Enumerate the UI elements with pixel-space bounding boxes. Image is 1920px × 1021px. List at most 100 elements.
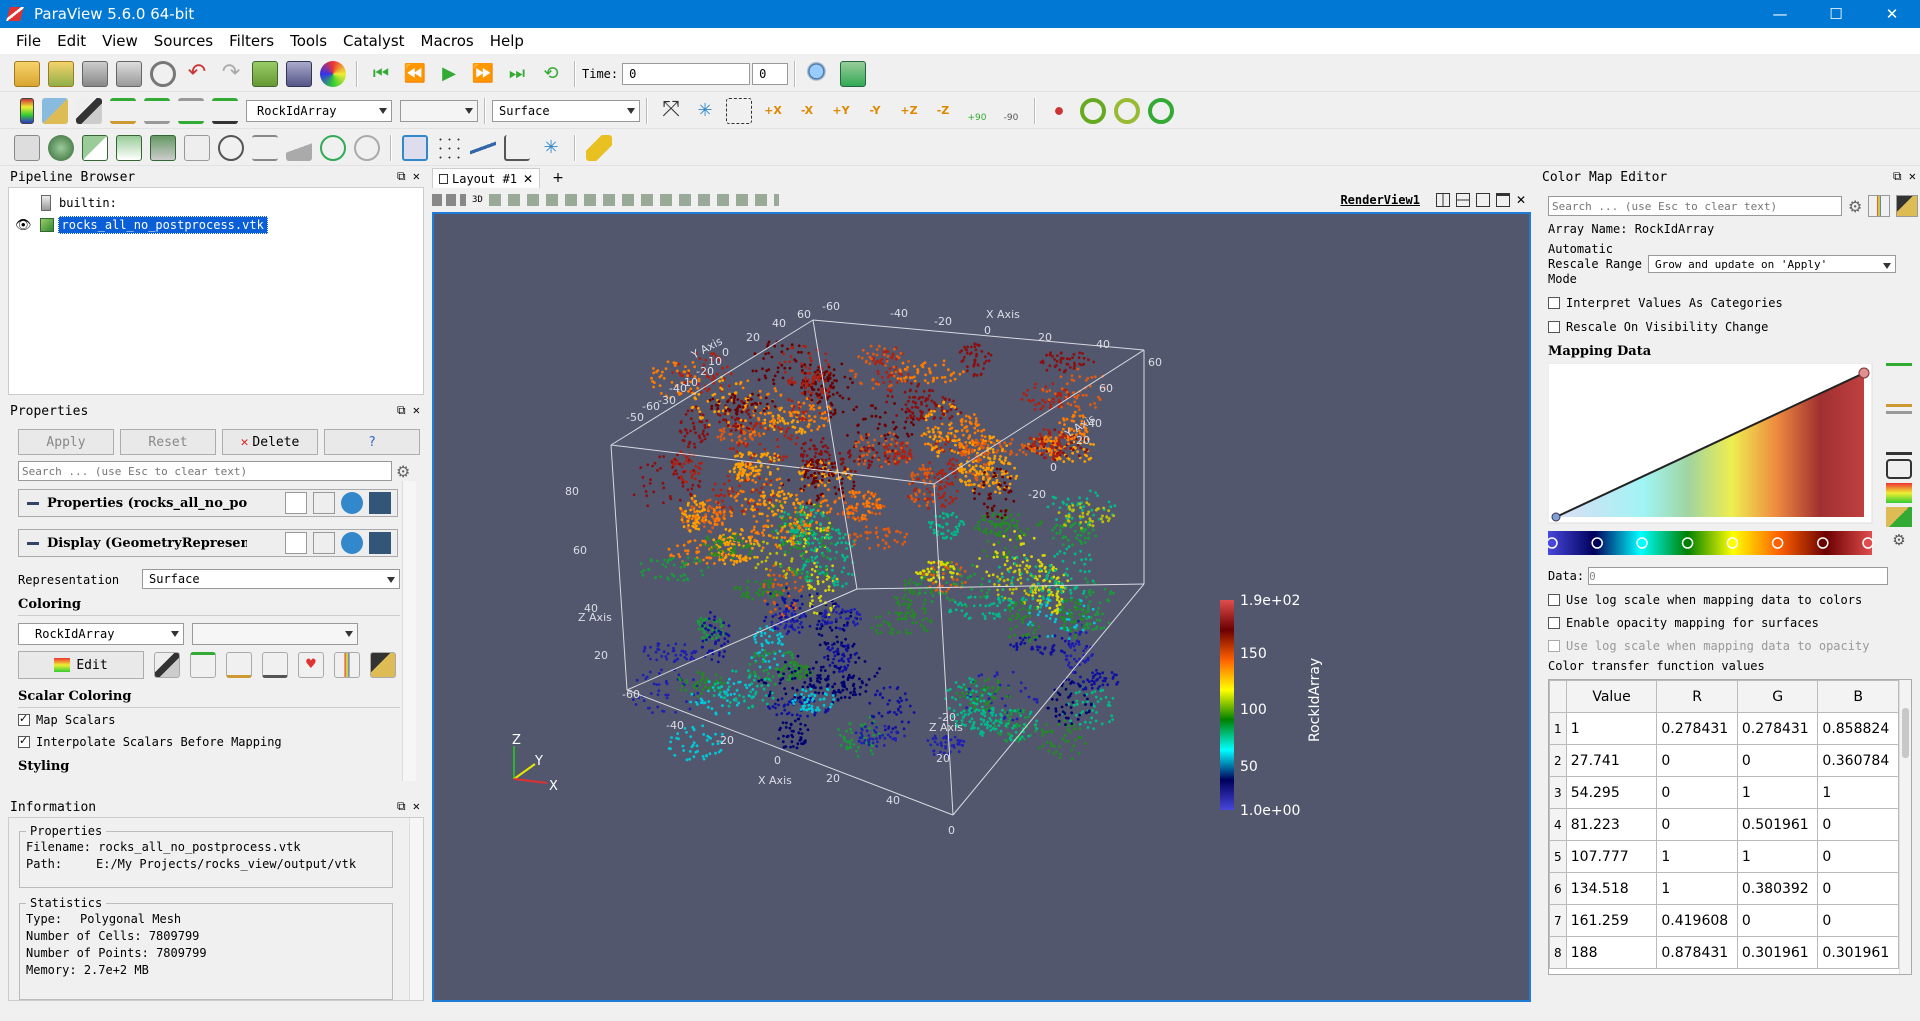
- table-row[interactable]: 5 107.777 1 1 0: [1549, 840, 1899, 873]
- section-display-header[interactable]: Display (GeometryRepresentation): [18, 529, 398, 557]
- colormap-legend-icon[interactable]: [1868, 195, 1891, 217]
- slice-icon[interactable]: [116, 134, 142, 161]
- color-node[interactable]: [1636, 537, 1648, 549]
- reset-camera-icon[interactable]: ⤧: [662, 96, 680, 122]
- table-scrollbar[interactable]: [1899, 680, 1911, 974]
- menu-catalyst[interactable]: Catalyst: [343, 32, 405, 50]
- zoom-to-data-icon[interactable]: ✳: [697, 99, 713, 121]
- table-row[interactable]: 2 27.741 0 0 0.360784: [1549, 744, 1899, 777]
- colormap-search-input[interactable]: [1548, 196, 1842, 216]
- table-cell[interactable]: 1: [1565, 712, 1658, 745]
- rescale-mode-select[interactable]: Grow and update on 'Apply': [1648, 255, 1896, 273]
- advanced-gear-icon[interactable]: ⚙: [396, 461, 411, 481]
- rescale-custom-range-icon[interactable]: [144, 97, 170, 124]
- close-view-icon[interactable]: ✕: [1515, 193, 1526, 207]
- copy-icon[interactable]: [285, 492, 307, 514]
- representation-select[interactable]: Surface: [492, 99, 640, 122]
- show-legend-icon[interactable]: [334, 652, 360, 678]
- split-horizontal-icon[interactable]: [1435, 193, 1450, 207]
- rotate-minus90-icon[interactable]: -90: [1003, 112, 1019, 123]
- apply-button[interactable]: Apply: [18, 429, 114, 455]
- restore-icon[interactable]: [341, 492, 363, 514]
- col-r[interactable]: R: [1656, 680, 1738, 713]
- restore-icon[interactable]: [341, 532, 363, 554]
- plot-data-icon[interactable]: [504, 134, 530, 161]
- view-minus-z-icon[interactable]: -Z: [936, 103, 950, 117]
- minimize-button[interactable]: —: [1772, 5, 1788, 23]
- table-cell[interactable]: 0.501961: [1736, 808, 1819, 841]
- rescale-temporal-icon[interactable]: [1886, 411, 1912, 431]
- table-cell[interactable]: 1: [1656, 840, 1738, 873]
- table-cell[interactable]: 107.777: [1565, 840, 1658, 873]
- edit-legend-icon[interactable]: [370, 652, 396, 678]
- select-points-on-icon[interactable]: [436, 134, 462, 161]
- connect-icon[interactable]: [252, 60, 278, 87]
- color-node[interactable]: [1771, 537, 1784, 549]
- interpolate-scalars-checkbox[interactable]: Interpolate Scalars Before Mapping: [18, 734, 282, 749]
- table-cell[interactable]: 0: [1817, 904, 1899, 937]
- table-cell[interactable]: 1: [1736, 840, 1819, 873]
- help-button[interactable]: ?: [324, 429, 420, 455]
- coloring-component-select[interactable]: [192, 623, 358, 645]
- edit-colormap-button[interactable]: Edit: [18, 651, 144, 679]
- save-defaults-icon[interactable]: [369, 532, 391, 554]
- opacity-node-max[interactable]: [1858, 367, 1870, 379]
- rescale-custom-icon[interactable]: [226, 652, 252, 678]
- table-row[interactable]: 4 81.223 0 0.501961 0: [1549, 808, 1899, 841]
- copy-icon[interactable]: [285, 532, 307, 554]
- paste-icon[interactable]: [313, 492, 335, 514]
- table-cell[interactable]: 0: [1817, 808, 1899, 841]
- colormap-edit-legend-icon[interactable]: [1896, 195, 1919, 217]
- color-node[interactable]: [1726, 537, 1739, 549]
- loop-icon[interactable]: ⟲: [543, 62, 559, 84]
- colormap-gear-icon[interactable]: ⚙: [1848, 196, 1863, 216]
- log-scale-checkbox[interactable]: Use log scale when mapping data to color…: [1540, 585, 1920, 607]
- time-input[interactable]: 0: [622, 62, 751, 85]
- stream-tracer-icon[interactable]: [252, 134, 278, 161]
- favorite-preset-icon[interactable]: ♥: [298, 652, 324, 678]
- table-cell[interactable]: 0.278431: [1736, 712, 1819, 745]
- delete-button[interactable]: ✕ Delete: [222, 429, 318, 455]
- table-cell[interactable]: 0.419608: [1656, 904, 1738, 937]
- view-minus-y-icon[interactable]: -Y: [869, 103, 881, 117]
- table-row[interactable]: 7 161.259 0.419608 0 0: [1549, 904, 1899, 937]
- camera-tools-icons[interactable]: [488, 194, 779, 206]
- choose-preset-icon[interactable]: [1886, 483, 1912, 503]
- table-row[interactable]: 8 188 0.878431 0.301961 0.301961: [1549, 936, 1899, 969]
- rotation-center-icon[interactable]: [1148, 97, 1174, 124]
- table-cell[interactable]: 0.858824: [1817, 712, 1899, 745]
- restore-view-icon[interactable]: [1495, 193, 1510, 207]
- save-preset-icon[interactable]: [1886, 507, 1912, 527]
- table-cell[interactable]: 0: [1817, 872, 1899, 905]
- show-center-icon[interactable]: [1046, 97, 1072, 124]
- table-cell[interactable]: 1: [1656, 872, 1738, 905]
- table-cell[interactable]: 0.878431: [1656, 936, 1738, 969]
- opacity-mapping-checkbox[interactable]: Enable opacity mapping for surfaces: [1540, 607, 1920, 630]
- contour-icon[interactable]: [48, 134, 74, 161]
- open-recent-icon[interactable]: [48, 60, 74, 87]
- table-cell[interactable]: 1: [1817, 776, 1899, 809]
- play-icon[interactable]: ▶: [442, 62, 456, 84]
- interactive-select-icon[interactable]: ✳: [543, 136, 559, 158]
- pipeline-item-builtin[interactable]: builtin:: [9, 192, 423, 214]
- table-cell[interactable]: 27.741: [1565, 744, 1658, 777]
- table-cell[interactable]: 0.380392: [1736, 872, 1819, 905]
- time-step-spinner[interactable]: 0: [752, 62, 789, 85]
- zoom-to-box-icon[interactable]: [726, 97, 752, 124]
- color-node[interactable]: [1817, 537, 1829, 549]
- glyph-icon[interactable]: [218, 134, 244, 161]
- color-nodes[interactable]: [1548, 537, 1874, 549]
- maximize-view-icon[interactable]: [1475, 193, 1490, 207]
- rescale-range-icon[interactable]: [190, 652, 216, 678]
- table-row[interactable]: 1 1 0.278431 0.278431 0.858824: [1549, 712, 1899, 745]
- color-node[interactable]: [1591, 537, 1603, 549]
- menu-tools[interactable]: Tools: [290, 32, 328, 50]
- panel-float-close-icon[interactable]: ⧉ ✕: [396, 799, 420, 813]
- rescale-custom-icon[interactable]: [1886, 387, 1912, 407]
- information-scrollbar[interactable]: [409, 818, 423, 1000]
- table-cell[interactable]: 54.295: [1565, 776, 1658, 809]
- save-data-icon[interactable]: [82, 60, 108, 87]
- pipeline-item-rocks[interactable]: 👁 rocks_all_no_postprocess.vtk: [9, 214, 423, 236]
- save-state-icon[interactable]: [116, 60, 142, 87]
- view-toolbar-icons[interactable]: [432, 194, 466, 206]
